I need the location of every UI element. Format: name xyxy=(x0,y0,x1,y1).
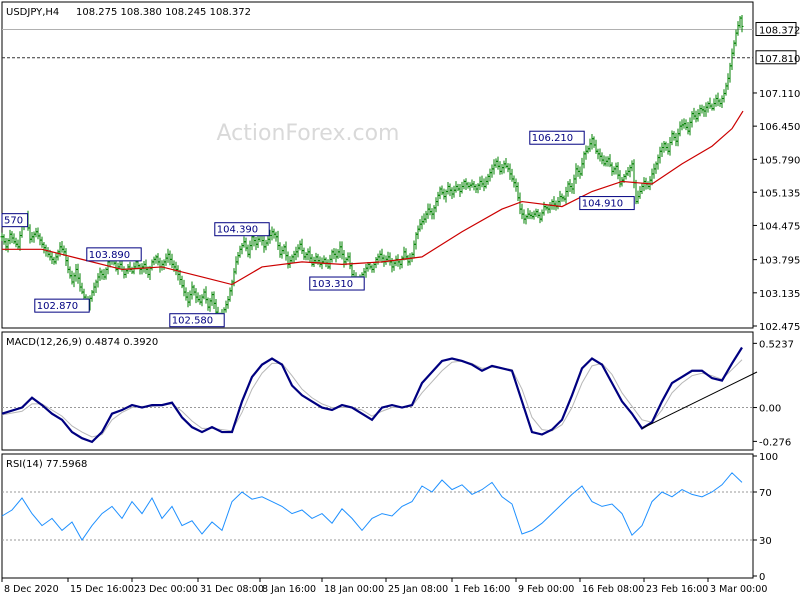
price-y-tick-label: 105.135 xyxy=(759,188,800,199)
x-tick-label: 18 Jan 00:00 xyxy=(324,584,384,595)
price-layer: 103.890 102.870 102.580 104.390 103.310 106.2… xyxy=(0,14,800,328)
price-annotation-box xyxy=(34,298,90,313)
price-annotation-box xyxy=(1,213,29,228)
x-tick-label: 31 Dec 08:00 xyxy=(200,584,264,595)
rsi-y-tick-label: 30 xyxy=(759,536,772,547)
rsi-y-tick-label: 100 xyxy=(759,452,778,463)
level-tag: 107.810 xyxy=(755,50,800,65)
price-annotation: 104.910 xyxy=(579,196,635,211)
price-annotation-box xyxy=(169,313,225,328)
macd-title: MACD(12,26,9) 0.4874 0.3920 xyxy=(6,337,158,348)
rsi-layer xyxy=(1,472,753,541)
price-annotation-box xyxy=(86,247,142,262)
symbol-label: USDJPY,H4 xyxy=(6,7,59,18)
candle xyxy=(740,14,744,33)
price-annotation-label: 103.890 xyxy=(89,250,130,261)
rsi-title: RSI(14) 77.5968 xyxy=(6,459,87,470)
macd-y-tick-label: -0.276 xyxy=(759,437,791,448)
x-tick-label: 15 Dec 16:00 xyxy=(70,584,134,595)
price-y-tick-label: 102.475 xyxy=(759,322,800,333)
macd-signal-line xyxy=(1,359,743,438)
rsi-y-tick-label: 70 xyxy=(759,488,772,499)
macd-layer xyxy=(1,346,758,444)
price-annotation-label: 102.580 xyxy=(172,316,213,327)
price-annotation-box xyxy=(214,222,270,237)
price-annotation: 106.210 xyxy=(529,130,585,145)
price-annotation-box xyxy=(309,276,365,291)
x-tick-label: 8 Dec 2020 xyxy=(4,584,59,595)
price-y-tick-label: 104.475 xyxy=(759,221,800,232)
level-tag-label: 108.372 xyxy=(759,26,800,37)
macd-panel-frame xyxy=(1,331,754,451)
price-annotation: 570 xyxy=(1,213,29,228)
price-y-tick-label: 106.450 xyxy=(759,122,800,133)
price-y-tick-label: 105.790 xyxy=(759,155,800,166)
price-y-tick-label: 103.135 xyxy=(759,289,800,300)
x-tick-label: 1 Feb 16:00 xyxy=(454,584,510,595)
price-annotation-label: 102.870 xyxy=(37,301,78,312)
price-annotation-box xyxy=(579,196,635,211)
price-annotation-label: 570 xyxy=(4,216,23,227)
price-annotation-label: 103.310 xyxy=(312,279,353,290)
axis-layer: 107.110 106.450 105.790 105.135 104.475 103.7… xyxy=(1,89,800,595)
moving-average-line xyxy=(2,110,744,286)
price-y-tick-label: 107.110 xyxy=(759,89,800,100)
price-annotation-label: 106.210 xyxy=(532,133,573,144)
price-annotation: 104.390 xyxy=(214,222,270,237)
price-annotation: 103.310 xyxy=(309,276,365,291)
price-annotation: 103.890 xyxy=(86,247,142,262)
level-tag-label: 107.810 xyxy=(759,54,800,65)
price-annotation-label: 104.390 xyxy=(217,225,258,236)
price-annotation-box xyxy=(529,130,585,145)
rsi-line xyxy=(1,472,743,541)
x-tick-label: 23 Feb 16:00 xyxy=(646,584,708,595)
price-annotation-label: 104.910 xyxy=(582,199,623,210)
price-annotation: 102.870 xyxy=(34,298,90,313)
price-y-tick-label: 103.795 xyxy=(759,256,800,267)
price-annotation: 102.580 xyxy=(169,313,225,328)
macd-y-tick-label: 0.00 xyxy=(759,404,781,415)
x-tick-label: 8 Jan 16:00 xyxy=(262,584,316,595)
price-header: USDJPY,H4 108.275 108.380 108.245 108.37… xyxy=(6,7,251,18)
price-panel-frame xyxy=(1,1,754,329)
macd-line xyxy=(1,346,743,444)
x-tick-label: 9 Feb 00:00 xyxy=(518,584,574,595)
macd-y-tick-label: 0.5237 xyxy=(759,339,794,350)
x-tick-label: 3 Mar 00:00 xyxy=(710,584,767,595)
watermark-text: ActionForex.com xyxy=(217,121,400,146)
rsi-y-tick-label: 0 xyxy=(759,572,765,583)
x-tick-label: 25 Jan 08:00 xyxy=(388,584,448,595)
x-tick-label: 16 Feb 08:00 xyxy=(582,584,644,595)
level-tag-box xyxy=(755,22,797,37)
macd-trendline xyxy=(641,371,758,429)
x-tick-label: 23 Dec 00:00 xyxy=(134,584,198,595)
level-tag-box xyxy=(755,50,797,65)
ohlc-label: 108.275 108.380 108.245 108.372 xyxy=(76,7,251,18)
level-tag: 108.372 xyxy=(755,22,800,37)
